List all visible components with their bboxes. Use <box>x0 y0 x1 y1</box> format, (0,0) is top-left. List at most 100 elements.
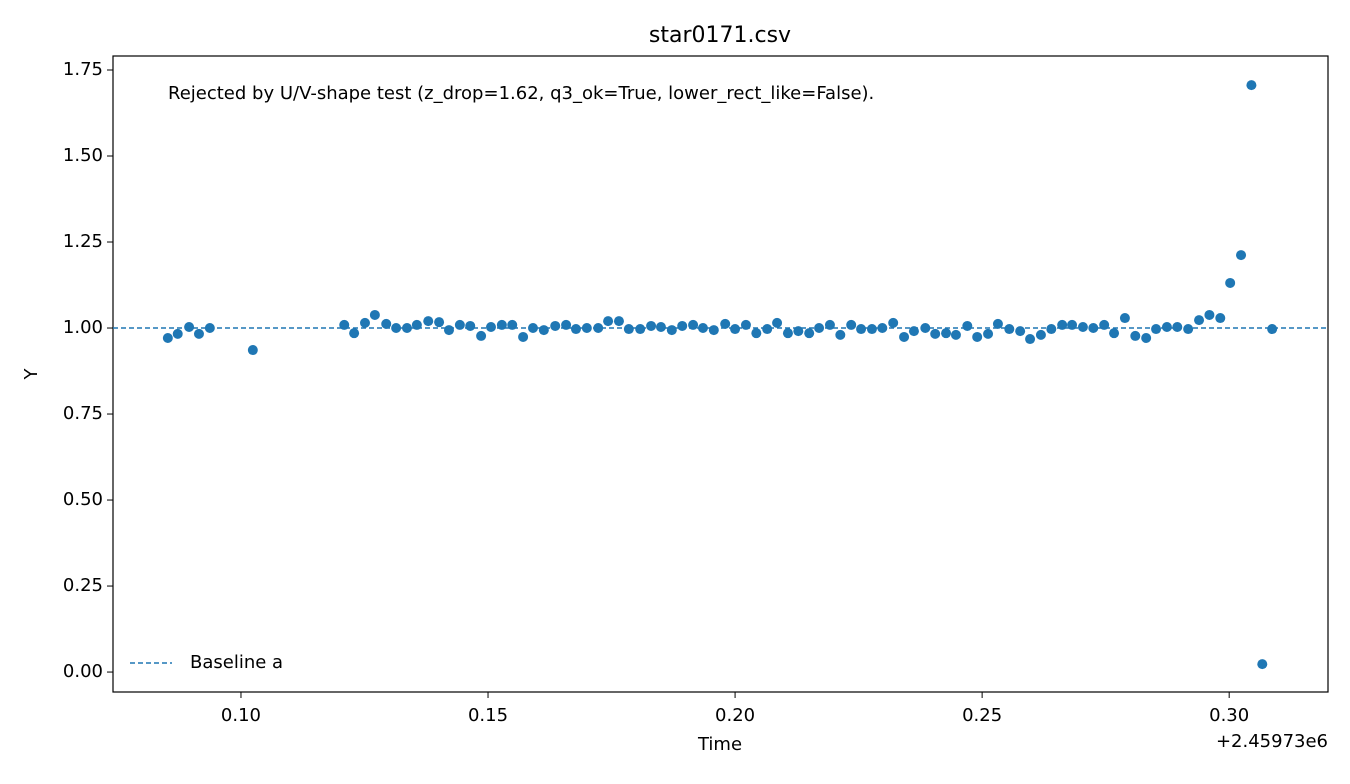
point <box>846 319 857 330</box>
point <box>655 321 666 332</box>
point <box>941 328 952 339</box>
point <box>708 325 719 336</box>
point <box>866 324 877 335</box>
point <box>443 325 454 336</box>
point <box>751 328 762 339</box>
point <box>814 323 825 334</box>
point <box>804 328 815 339</box>
point <box>570 324 581 335</box>
y-axis-label: Y <box>21 368 42 381</box>
point <box>1215 313 1226 324</box>
point <box>1004 324 1015 335</box>
point <box>908 326 919 337</box>
x-tick-label: 0.20 <box>715 705 755 726</box>
point <box>740 319 751 330</box>
point <box>507 319 518 330</box>
point <box>930 328 941 339</box>
point <box>899 331 910 342</box>
legend-label: Baseline a <box>190 652 283 673</box>
point <box>666 325 677 336</box>
x-axis-label: Time <box>697 734 742 755</box>
point <box>688 319 699 330</box>
point <box>793 326 804 337</box>
point <box>888 317 899 328</box>
point <box>1151 324 1162 335</box>
point <box>349 328 360 339</box>
point <box>465 320 476 331</box>
point <box>1088 323 1099 334</box>
point <box>593 323 604 334</box>
point <box>603 316 614 327</box>
point <box>962 320 973 331</box>
point <box>1035 329 1046 340</box>
x-tick-label: 0.25 <box>962 705 1002 726</box>
point <box>369 309 380 320</box>
point <box>782 328 793 339</box>
point <box>635 324 646 335</box>
point <box>877 323 888 334</box>
point <box>485 321 496 332</box>
point <box>1077 321 1088 332</box>
point <box>920 323 931 334</box>
point <box>1119 313 1130 324</box>
point <box>950 329 961 340</box>
point <box>1257 659 1268 670</box>
point <box>1267 324 1278 335</box>
point <box>1099 319 1110 330</box>
point <box>1246 80 1257 91</box>
point <box>992 318 1003 329</box>
point <box>581 323 592 334</box>
point <box>824 319 835 330</box>
point <box>835 329 846 340</box>
point <box>1172 321 1183 332</box>
y-tick-label: 0.25 <box>63 575 103 596</box>
y-tick-label: 1.50 <box>63 145 103 166</box>
point <box>983 328 994 339</box>
point <box>476 330 487 341</box>
plot-frame <box>112 55 1329 693</box>
y-tick-label: 0.75 <box>63 403 103 424</box>
point <box>730 324 741 335</box>
point <box>561 319 572 330</box>
point <box>204 323 215 334</box>
chart-title: star0171.csv <box>649 23 791 48</box>
point <box>359 317 370 328</box>
point <box>762 324 773 335</box>
point <box>646 320 657 331</box>
point <box>184 321 195 332</box>
point <box>697 323 708 334</box>
point <box>172 328 183 339</box>
point <box>613 316 624 327</box>
point <box>527 323 538 334</box>
point <box>1161 321 1172 332</box>
point <box>434 317 445 328</box>
point <box>247 345 258 356</box>
y-tick-label: 0.00 <box>63 661 103 682</box>
point <box>1236 250 1247 261</box>
point <box>1225 277 1236 288</box>
point <box>856 324 867 335</box>
y-tick-label: 1.00 <box>63 317 103 338</box>
point <box>623 324 634 335</box>
point <box>496 319 507 330</box>
point <box>677 320 688 331</box>
point <box>1015 326 1026 337</box>
point <box>538 325 549 336</box>
point <box>972 331 983 342</box>
point <box>1194 315 1205 326</box>
x-tick-label: 0.15 <box>468 705 508 726</box>
point <box>193 328 204 339</box>
x-tick-label: 0.10 <box>221 705 261 726</box>
point <box>423 316 434 327</box>
annotation: Rejected by U/V-shape test (z_drop=1.62,… <box>168 83 874 104</box>
point <box>772 317 783 328</box>
point <box>518 331 529 342</box>
x-tick-label: 0.30 <box>1209 705 1249 726</box>
point <box>162 332 173 343</box>
point <box>1141 332 1152 343</box>
point <box>1183 324 1194 335</box>
point <box>391 323 402 334</box>
point <box>339 319 350 330</box>
